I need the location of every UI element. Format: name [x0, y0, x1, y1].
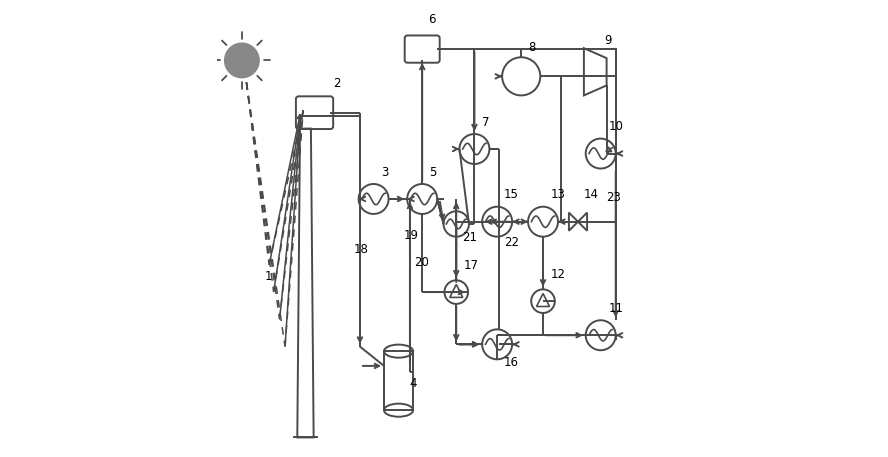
Text: 2: 2: [333, 77, 340, 90]
Text: 18: 18: [354, 243, 369, 256]
Text: 14: 14: [584, 188, 599, 201]
Text: 13: 13: [551, 188, 565, 201]
Text: 15: 15: [503, 188, 519, 201]
Circle shape: [225, 43, 259, 78]
Text: 10: 10: [608, 120, 623, 133]
Text: 4: 4: [409, 377, 416, 390]
Text: 6: 6: [428, 13, 436, 27]
Text: 22: 22: [504, 236, 519, 249]
Text: 21: 21: [462, 231, 477, 244]
Text: 12: 12: [551, 268, 566, 281]
Text: 5: 5: [430, 165, 437, 179]
Text: 7: 7: [482, 116, 489, 128]
Text: 20: 20: [415, 256, 430, 269]
Text: 8: 8: [528, 41, 535, 53]
Text: 17: 17: [464, 259, 479, 271]
Text: 9: 9: [604, 34, 611, 47]
Bar: [384, 351, 413, 410]
Text: 19: 19: [404, 229, 419, 242]
Text: 1: 1: [265, 270, 272, 283]
Text: 11: 11: [608, 302, 623, 315]
Text: 3: 3: [381, 165, 389, 179]
Text: 16: 16: [503, 356, 519, 369]
Text: 23: 23: [607, 191, 622, 203]
